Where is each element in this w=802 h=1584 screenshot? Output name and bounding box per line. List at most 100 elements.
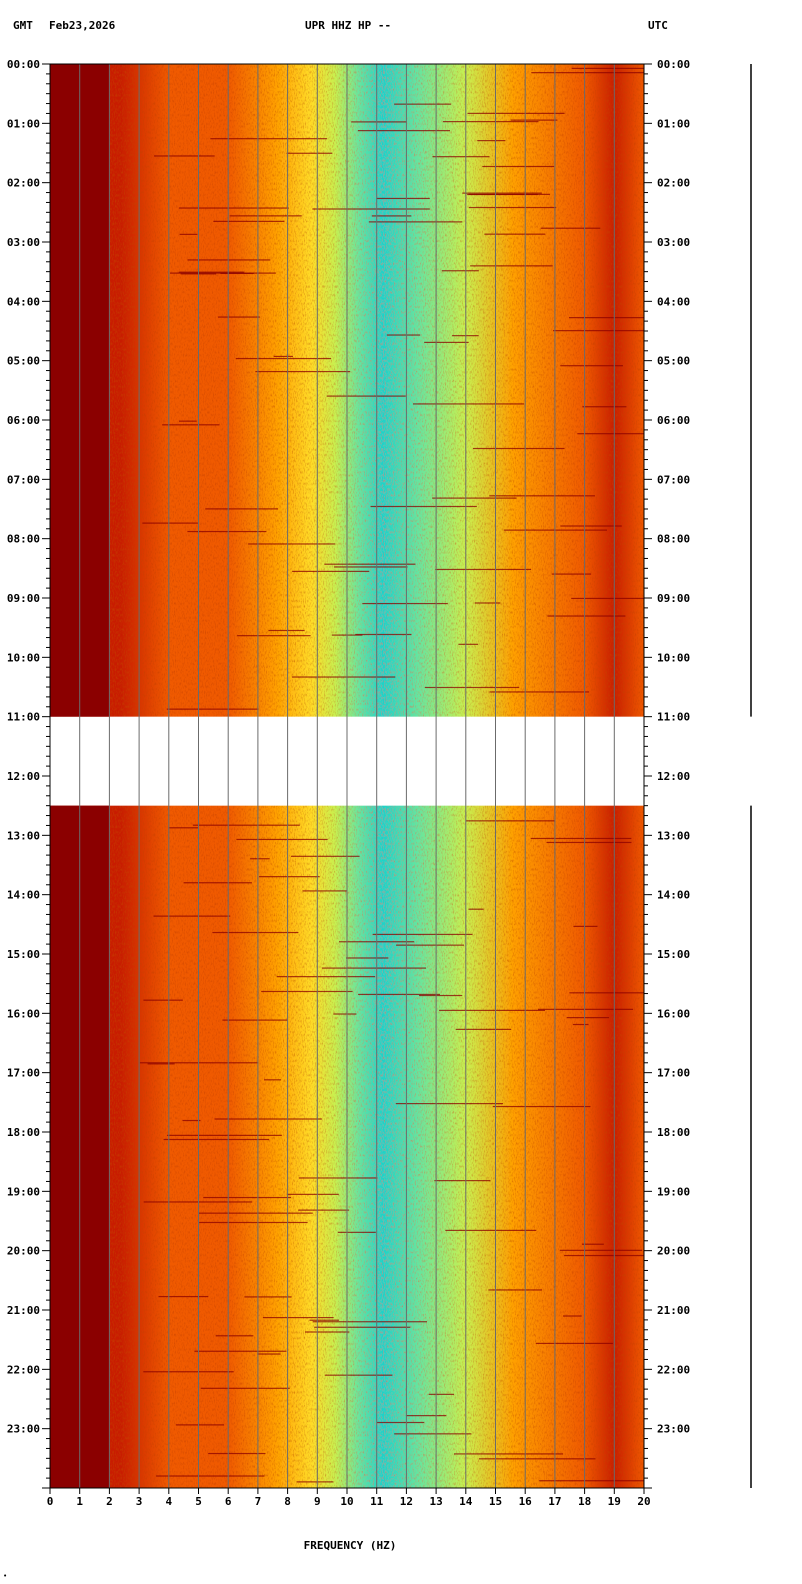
noise-streak xyxy=(372,933,473,936)
y-tick-label-right: 15:00 xyxy=(657,948,690,961)
x-tick-label: 17 xyxy=(548,1495,561,1508)
noise-streak xyxy=(458,643,479,645)
noise-streak xyxy=(178,271,245,273)
noise-streak xyxy=(215,1335,254,1337)
noise-streak xyxy=(530,837,632,840)
noise-streak xyxy=(355,633,412,636)
x-tick-label: 20 xyxy=(637,1495,650,1508)
noise-streak xyxy=(166,1134,282,1136)
noise-streak xyxy=(419,994,463,997)
noise-streak xyxy=(244,1296,292,1298)
y-tick-label-left: 20:00 xyxy=(7,1245,40,1258)
noise-streak xyxy=(552,330,644,332)
noise-streak xyxy=(386,334,421,336)
noise-streak xyxy=(560,525,622,527)
noise-streak xyxy=(200,1387,290,1389)
y-tick-label-right: 12:00 xyxy=(657,770,690,783)
noise-streak xyxy=(324,563,416,565)
noise-streak xyxy=(551,573,592,575)
y-tick-label-right: 02:00 xyxy=(657,177,690,190)
y-tick-label-left: 13:00 xyxy=(7,829,40,842)
noise-streak xyxy=(577,433,644,435)
y-tick-label-left: 23:00 xyxy=(7,1423,40,1436)
noise-streak xyxy=(255,370,351,373)
noise-streak xyxy=(546,841,632,844)
noise-streak xyxy=(286,1193,339,1195)
x-tick-label: 16 xyxy=(519,1495,533,1508)
noise-streak xyxy=(395,1103,504,1105)
noise-streak xyxy=(424,341,469,343)
noise-streak xyxy=(218,316,260,318)
y-tick-label-left: 17:00 xyxy=(7,1067,40,1080)
noise-streak xyxy=(510,119,558,121)
y-tick-label-left: 10:00 xyxy=(7,651,40,664)
noise-streak xyxy=(296,1481,334,1483)
noise-streak xyxy=(312,1321,427,1323)
x-tick-label: 4 xyxy=(165,1495,172,1508)
x-tick-label: 9 xyxy=(314,1495,321,1508)
noise-streak xyxy=(205,508,279,510)
noise-streak xyxy=(208,1452,266,1455)
y-tick-label-left: 08:00 xyxy=(7,533,40,546)
noise-streak xyxy=(492,1105,591,1108)
y-tick-label-right: 07:00 xyxy=(657,473,690,486)
noise-streak xyxy=(376,197,430,200)
noise-streak xyxy=(268,629,305,632)
noise-streak xyxy=(442,121,539,123)
x-tick-label: 15 xyxy=(489,1495,502,1508)
y-tick-label-left: 07:00 xyxy=(7,473,40,486)
noise-streak xyxy=(351,121,407,123)
noise-streak xyxy=(229,215,302,217)
noise-streak xyxy=(257,1353,281,1355)
noise-streak xyxy=(262,1316,334,1319)
noise-streak xyxy=(299,1177,378,1179)
noise-streak xyxy=(309,1319,340,1321)
noise-streak xyxy=(179,233,198,235)
noise-streak xyxy=(357,130,451,132)
x-tick-label: 1 xyxy=(76,1495,83,1508)
noise-streak xyxy=(248,543,336,545)
noise-streak xyxy=(291,676,396,678)
y-tick-label-right: 20:00 xyxy=(657,1245,690,1258)
noise-streak xyxy=(162,424,220,426)
noise-streak xyxy=(212,931,299,934)
x-tick-label: 0 xyxy=(47,1495,54,1508)
y-tick-label-left: 00:00 xyxy=(7,58,40,71)
noise-streak xyxy=(250,858,270,860)
noise-streak xyxy=(478,1458,596,1460)
corner-mark: • xyxy=(3,1572,8,1580)
y-tick-label-left: 15:00 xyxy=(7,948,40,961)
y-tick-label-right: 03:00 xyxy=(657,236,690,249)
noise-streak xyxy=(368,221,463,223)
noise-streak xyxy=(569,992,644,994)
y-tick-label-left: 16:00 xyxy=(7,1007,40,1020)
noise-streak xyxy=(482,165,555,168)
noise-streak xyxy=(376,1421,425,1424)
noise-streak xyxy=(286,152,333,154)
noise-streak xyxy=(194,1350,287,1352)
noise-streak xyxy=(326,395,406,397)
y-tick-label-left: 01:00 xyxy=(7,117,40,130)
noise-streak xyxy=(163,1138,270,1141)
noise-streak xyxy=(484,233,546,235)
noise-streak xyxy=(168,827,199,829)
noise-streak xyxy=(210,138,328,140)
noise-streak xyxy=(259,876,320,878)
y-tick-label-right: 04:00 xyxy=(657,295,690,308)
noise-streak xyxy=(213,220,285,222)
noise-streak xyxy=(439,1009,546,1011)
y-tick-label-left: 11:00 xyxy=(7,711,40,724)
y-tick-label-right: 19:00 xyxy=(657,1185,690,1198)
noise-streak xyxy=(564,1254,644,1257)
noise-streak xyxy=(153,915,231,917)
noise-streak xyxy=(434,1180,491,1182)
noise-streak xyxy=(371,215,412,217)
noise-streak xyxy=(432,156,490,158)
noise-streak xyxy=(156,1475,265,1477)
noise-streak xyxy=(477,140,506,142)
noise-streak xyxy=(170,272,276,274)
noise-streak xyxy=(572,1023,589,1026)
noise-streak xyxy=(394,1433,472,1435)
y-tick-label-right: 11:00 xyxy=(657,711,690,724)
